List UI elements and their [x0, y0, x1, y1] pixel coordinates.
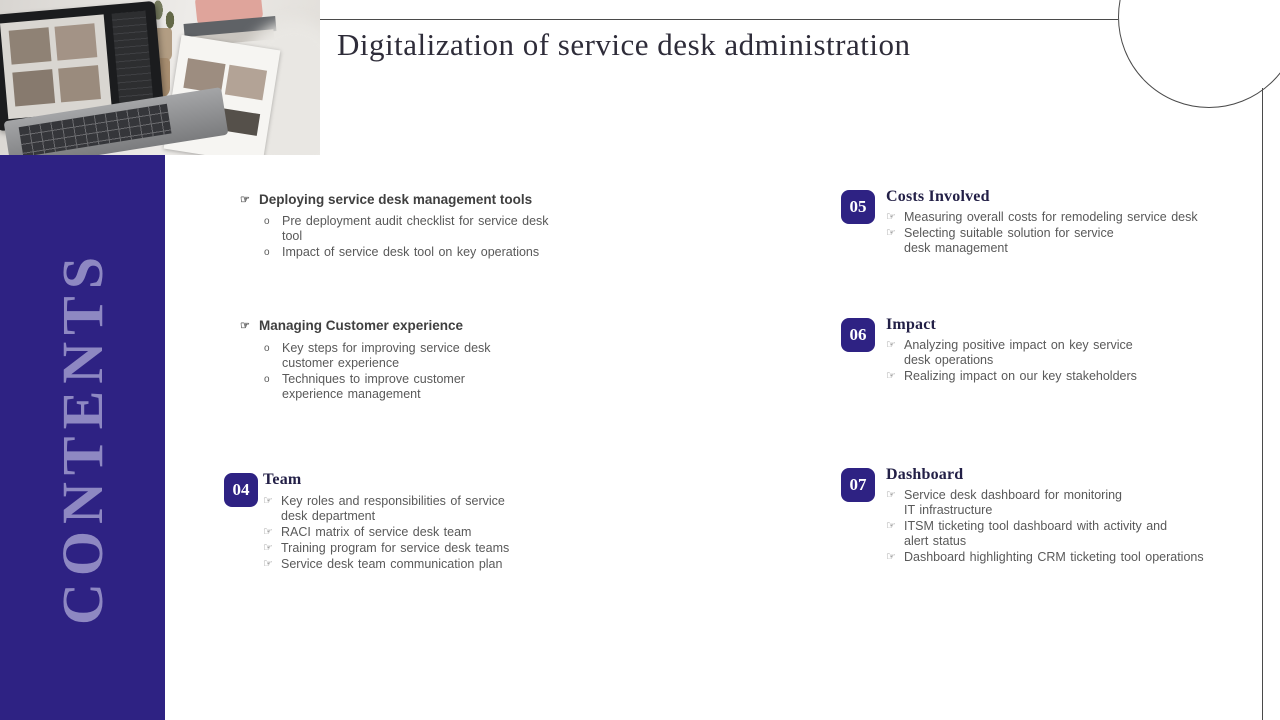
section-number-badge: 04 — [224, 473, 258, 507]
list-item-text: Measuring overall costs for remodeling s… — [904, 210, 1198, 224]
list-item-text: RACI matrix of service desk team — [281, 525, 472, 539]
section-title: Costs Involved — [886, 188, 990, 205]
section-body: Impact ☞ Analyzing positive impact on key… — [886, 316, 1171, 384]
section-item-list: ☞ Key roles and responsibilities of servi… — [263, 494, 528, 572]
pointer-bullet-icon: ☞ — [263, 526, 273, 538]
list-item: ☞ Realizing impact on our key stakeholder… — [886, 369, 1166, 384]
section-impact: 06 Impact ☞ Analyzing positive impact on … — [841, 316, 1171, 385]
right-edge-line — [1262, 88, 1263, 720]
section-title: Team — [263, 471, 302, 488]
photo-thumb — [12, 69, 56, 107]
header-divider-line — [320, 19, 1118, 20]
list-item: ☞ Measuring overall costs for remodeling … — [886, 210, 1236, 225]
list-item-text: Training program for service desk teams — [281, 541, 510, 555]
section-heading: ☞ Managing Customer experience — [240, 318, 510, 333]
list-item-text: Service desk team communication plan — [281, 557, 503, 571]
list-item: ☞ Dashboard highlighting CRM ticketing to… — [886, 550, 1241, 565]
circle-bullet-icon: o — [264, 343, 270, 354]
pointer-bullet-icon: ☞ — [886, 339, 896, 351]
list-item: ☞ Key roles and responsibilities of servi… — [263, 494, 528, 524]
list-item-text: Analyzing positive impact on key service… — [904, 338, 1133, 367]
pointer-bullet-icon: ☞ — [240, 320, 250, 332]
photo-thumb — [8, 27, 52, 65]
list-item-text: Key steps for improving service desk cus… — [282, 341, 491, 370]
list-item-text: Pre deployment audit checklist for servi… — [282, 214, 549, 243]
pointer-bullet-icon: ☞ — [263, 542, 273, 554]
section-item-list: o Pre deployment audit checklist for serv… — [262, 214, 572, 260]
list-item: ☞ Training program for service desk teams — [263, 541, 528, 556]
section-heading-text: Managing Customer experience — [259, 318, 464, 333]
section-item-list: ☞ Measuring overall costs for remodeling … — [886, 210, 1236, 256]
header-photo — [0, 0, 320, 155]
circle-bullet-icon: o — [264, 247, 270, 258]
list-item: ☞ ITSM ticketing tool dashboard with acti… — [886, 519, 1241, 549]
pointer-bullet-icon: ☞ — [263, 495, 273, 507]
section-item-list: ☞ Analyzing positive impact on key servic… — [886, 338, 1166, 384]
pointer-bullet-icon: ☞ — [886, 520, 896, 532]
section-heading: ☞ Deploying service desk management tool… — [240, 192, 580, 207]
list-item-text: Dashboard highlighting CRM ticketing too… — [904, 550, 1204, 564]
list-item: o Key steps for improving service desk cu… — [262, 341, 497, 371]
section-title: Dashboard — [886, 466, 964, 483]
list-item: ☞ Analyzing positive impact on key servic… — [886, 338, 1166, 368]
section-number-badge: 06 — [841, 318, 875, 352]
list-item-text: Selecting suitable solution for service … — [904, 226, 1114, 255]
list-item: o Pre deployment audit checklist for serv… — [262, 214, 572, 244]
section-team: 04 Team ☞ Key roles and responsibilities … — [224, 471, 534, 573]
list-item-text: Impact of service desk tool on key opera… — [282, 245, 540, 259]
section-title: Impact — [886, 316, 937, 333]
list-item-text: Realizing impact on our key stakeholders — [904, 369, 1137, 383]
section-item-list: o Key steps for improving service desk cu… — [262, 341, 497, 402]
list-item: o Techniques to improve customer experien… — [262, 372, 497, 402]
section-costs-involved: 05 Costs Involved ☞ Measuring overall cos… — [841, 188, 1221, 257]
photo-thumb — [54, 23, 98, 61]
list-item: o Impact of service desk tool on key oper… — [262, 245, 572, 260]
list-item: ☞ Selecting suitable solution for service… — [886, 226, 1236, 256]
contents-vertical-label: CONTENTS — [50, 249, 115, 626]
editor-canvas — [0, 14, 112, 120]
section-body: Team ☞ Key roles and responsibilities of … — [263, 471, 534, 572]
pointer-bullet-icon: ☞ — [263, 558, 273, 570]
photo-thumb — [58, 65, 101, 103]
pointer-bullet-icon: ☞ — [886, 227, 896, 239]
section-heading-text: Deploying service desk management tools — [259, 192, 533, 207]
list-item-text: Key roles and responsibilities of servic… — [281, 494, 505, 523]
section-dashboard: 07 Dashboard ☞ Service desk dashboard for… — [841, 466, 1231, 566]
pointer-bullet-icon: ☞ — [886, 551, 896, 563]
list-item-text: Techniques to improve customer experienc… — [282, 372, 465, 401]
editor-side-panel — [111, 10, 154, 110]
list-item: ☞ Service desk team communication plan — [263, 557, 528, 572]
section-managing-experience: ☞ Managing Customer experience o Key step… — [240, 318, 510, 403]
circle-bullet-icon: o — [264, 216, 270, 227]
list-item-text: ITSM ticketing tool dashboard with activ… — [904, 519, 1168, 548]
circle-bullet-icon: o — [264, 374, 270, 385]
section-number-badge: 07 — [841, 468, 875, 502]
page-title: Digitalization of service desk administr… — [337, 27, 911, 62]
corner-circle-ornament — [1118, 0, 1280, 108]
section-deploying-tools: ☞ Deploying service desk management tool… — [240, 192, 580, 261]
section-body: Costs Involved ☞ Measuring overall costs … — [886, 188, 1221, 256]
list-item: ☞ RACI matrix of service desk team — [263, 525, 528, 540]
pointer-bullet-icon: ☞ — [886, 211, 896, 223]
section-number-badge: 05 — [841, 190, 875, 224]
print-thumb — [224, 64, 268, 101]
list-item: ☞ Service desk dashboard for monitoring I… — [886, 488, 1241, 518]
list-item-text: Service desk dashboard for monitoring IT… — [904, 488, 1123, 517]
section-body: Dashboard ☞ Service desk dashboard for mo… — [886, 466, 1231, 565]
pointer-bullet-icon: ☞ — [886, 489, 896, 501]
contents-sidebar: CONTENTS — [0, 155, 165, 720]
pointer-bullet-icon: ☞ — [240, 194, 250, 206]
pointer-bullet-icon: ☞ — [886, 370, 896, 382]
section-item-list: ☞ Service desk dashboard for monitoring I… — [886, 488, 1241, 565]
